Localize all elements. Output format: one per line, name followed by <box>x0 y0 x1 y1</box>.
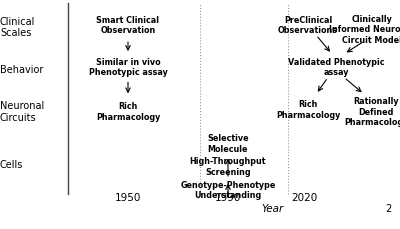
Text: High-Throughput
Screening: High-Throughput Screening <box>190 157 266 176</box>
Text: Genotype-Phenotype
Understanding: Genotype-Phenotype Understanding <box>180 180 276 199</box>
Text: 1990: 1990 <box>215 192 241 202</box>
Text: 2020: 2020 <box>291 192 317 202</box>
Text: Rationally
Defined
Pharmacology: Rationally Defined Pharmacology <box>344 97 400 126</box>
Text: Neuronal
Circuits: Neuronal Circuits <box>0 101 44 123</box>
Text: 1950: 1950 <box>115 192 141 202</box>
Text: Rich
Pharmacology: Rich Pharmacology <box>96 102 160 121</box>
Text: Rich
Pharmacology: Rich Pharmacology <box>276 100 340 119</box>
Text: PreClinical
Observations: PreClinical Observations <box>278 16 338 35</box>
Text: Selective
Molecule: Selective Molecule <box>207 134 249 153</box>
Text: Similar in vivo
Phenotypic assay: Similar in vivo Phenotypic assay <box>88 58 168 77</box>
Text: Validated Phenotypic
assay: Validated Phenotypic assay <box>288 58 384 77</box>
Text: Cells: Cells <box>0 159 23 169</box>
Text: Behavior: Behavior <box>0 65 43 74</box>
Text: Smart Clinical
Observation: Smart Clinical Observation <box>96 16 160 35</box>
Text: Clinical
Scales: Clinical Scales <box>0 17 35 38</box>
Text: 2: 2 <box>386 203 392 213</box>
Text: Year: Year <box>261 203 283 213</box>
Text: Clinically
Informed Neuronal
Circuit Model: Clinically Informed Neuronal Circuit Mod… <box>329 15 400 44</box>
